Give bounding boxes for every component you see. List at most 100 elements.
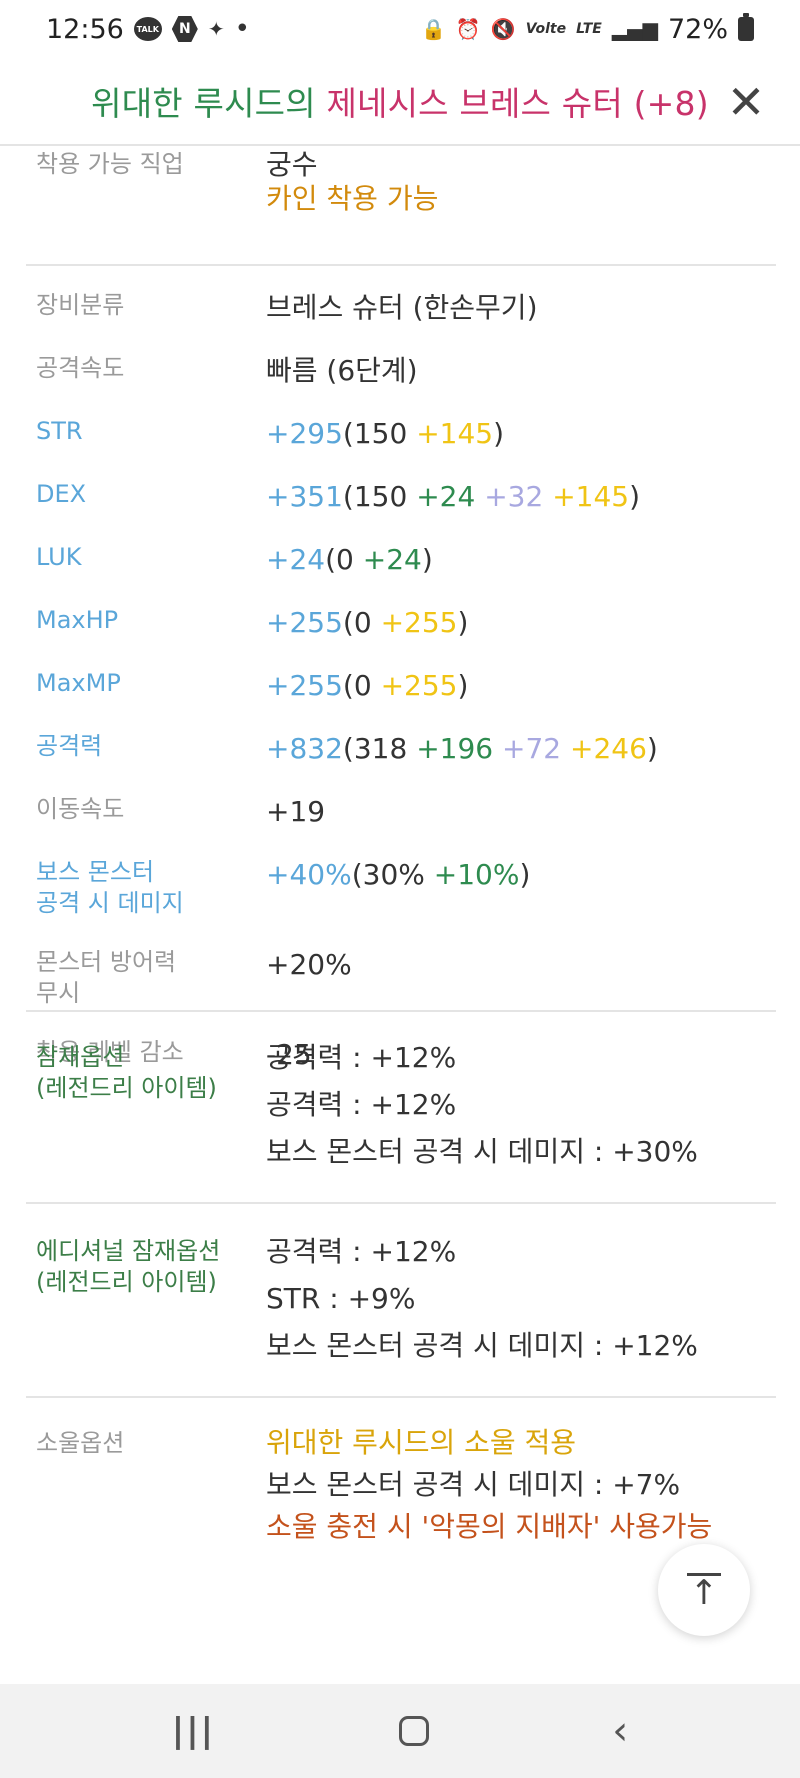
potential-line: 공격력 : +12%	[266, 1088, 457, 1121]
scroll-to-top-button[interactable]: ↑	[658, 1544, 750, 1636]
speed-label: 공격속도	[36, 354, 125, 382]
boss-close: )	[519, 858, 531, 891]
job-label: 착용 가능 직업	[36, 150, 184, 178]
level-reduce-label: 착용 레벨 감소	[36, 1038, 184, 1066]
atk-open: (	[342, 732, 354, 765]
str-label: STR	[36, 417, 83, 445]
boss-label-line2: 공격 시 데미지	[36, 889, 184, 917]
additional-label-line1: 에디셔널 잠재옵션	[36, 1237, 221, 1265]
maxmp-value: +255(0 +255)	[266, 668, 776, 704]
str-close: )	[493, 417, 505, 450]
maxmp-star: +255	[380, 669, 458, 702]
dex-add: +24	[416, 480, 476, 513]
boss-label: 보스 몬스터 공격 시 데미지	[26, 857, 266, 919]
dex-base: 150	[353, 480, 408, 513]
potential-line: 보스 몬스터 공격 시 데미지 : +30%	[266, 1135, 698, 1168]
title-prefix: 위대한 루시드의	[91, 84, 316, 123]
job-note: 카인 착용 가능	[266, 182, 439, 215]
maxhp-star: +255	[380, 606, 458, 639]
status-bar: 12:56 TALK N ✦ • 🔒 ⏰ 🔇 Volte LTE ▂▄▆ 72%	[0, 0, 800, 58]
str-total: +295	[266, 417, 343, 450]
atk-star: +246	[570, 732, 647, 765]
maxhp-open: (	[342, 606, 354, 639]
str-value: +295(150 +145)	[266, 416, 776, 452]
additional-line: STR : +9%	[266, 1282, 416, 1315]
volte-icon: Volte	[525, 21, 567, 37]
maxmp-open: (	[342, 669, 354, 702]
recent-apps-icon[interactable]: |||	[171, 1711, 216, 1751]
str-open: (	[342, 417, 354, 450]
job-value-block: 궁수 카인 착용 가능	[266, 148, 776, 216]
soul-lines: 위대한 루시드의 소울 적용 보스 몬스터 공격 시 데미지 : +7% 소울 …	[266, 1422, 776, 1548]
stat-row-level-reduce: 착용 레벨 감소 -25	[26, 1037, 776, 1100]
luk-base: 0	[336, 543, 354, 576]
atk-value: +832(318 +196 +72 +246)	[266, 731, 776, 767]
potential-row: 잠재옵션 (레전드리 아이템) 공격력 : +12% 공격력 : +12% 보스…	[26, 1041, 776, 1175]
battery-icon	[738, 13, 754, 41]
potential-lines: 공격력 : +12% 공격력 : +12% 보스 몬스터 공격 시 데미지 : …	[266, 1034, 776, 1175]
stat-row-move: 이동속도 +19	[26, 794, 776, 857]
battery-percent: 72%	[667, 13, 728, 45]
stat-row-category: 장비분류 브레스 슈터 (한손무기)	[26, 290, 776, 353]
dex-total: +351	[266, 480, 343, 513]
luk-add: +24	[362, 543, 422, 576]
star-notification-icon: ✦	[207, 17, 225, 41]
scroll-top-bar	[687, 1572, 721, 1576]
lock-icon: 🔒	[420, 17, 446, 41]
maxmp-base: 0	[353, 669, 372, 702]
soul-name: 위대한 루시드의 소울 적용	[266, 1426, 577, 1459]
additional-label-line2: (레전드리 아이템)	[36, 1268, 217, 1296]
job-section: 착용 가능 직업 궁수 카인 착용 가능	[26, 146, 776, 266]
close-icon[interactable]: ✕	[726, 75, 766, 129]
arrow-up-icon: ↑	[689, 1572, 719, 1613]
boss-label-line1: 보스 몬스터	[36, 858, 155, 886]
str-base: 150	[353, 417, 408, 450]
boss-base: 30%	[362, 858, 425, 891]
boss-total: +40%	[266, 858, 352, 891]
potential-line: 공격력 : +12%	[266, 1041, 457, 1074]
speed-value: 빠름 (6단계)	[266, 354, 418, 387]
luk-open: (	[325, 543, 337, 576]
dex-value: +351(150 +24 +32 +145)	[266, 479, 776, 515]
item-title: 위대한 루시드의 제네시스 브레스 슈터 (+8)	[91, 77, 709, 125]
home-button[interactable]	[398, 1716, 429, 1746]
dex-close: )	[629, 480, 641, 513]
maxhp-close: )	[457, 606, 469, 639]
title-bar: 위대한 루시드의 제네시스 브레스 슈터 (+8) ✕	[0, 58, 800, 146]
stat-row-boss: 보스 몬스터 공격 시 데미지 +40%(30% +10%)	[26, 857, 776, 947]
atk-label: 공격력	[36, 732, 103, 760]
additional-potential-section: 에디셔널 잠재옵션 (레전드리 아이템) 공격력 : +12% STR : +9…	[26, 1204, 776, 1398]
maxhp-total: +255	[266, 606, 343, 639]
kakaotalk-icon: TALK	[133, 17, 162, 41]
additional-label: 에디셔널 잠재옵션 (레전드리 아이템)	[26, 1236, 266, 1298]
stat-row-speed: 공격속도 빠름 (6단계)	[26, 353, 776, 416]
stat-row-luk: LUK +24(0 +24)	[26, 542, 776, 605]
dex-label: DEX	[36, 480, 87, 508]
additional-line: 보스 몬스터 공격 시 데미지 : +12%	[266, 1329, 698, 1362]
stats-section: 장비분류 브레스 슈터 (한손무기) 공격속도 빠름 (6단계) STR +29…	[26, 266, 776, 1071]
luk-close: )	[421, 543, 433, 576]
status-left: 12:56 TALK N ✦ •	[46, 14, 250, 45]
stat-row-maxhp: MaxHP +255(0 +255)	[26, 605, 776, 668]
job-row: 착용 가능 직업 궁수 카인 착용 가능	[26, 148, 776, 216]
additional-row: 에디셔널 잠재옵션 (레전드리 아이템) 공격력 : +12% STR : +9…	[26, 1235, 776, 1369]
stat-row-ignore-def: 몬스터 방어력 무시 +20%	[26, 947, 776, 1037]
navigation-bar: ||| ‹	[0, 1684, 800, 1778]
luk-total: +24	[266, 543, 326, 576]
move-label: 이동속도	[36, 795, 125, 823]
dex-star: +145	[552, 480, 630, 513]
back-icon[interactable]: ‹	[612, 1708, 629, 1754]
stat-row-str: STR +295(150 +145)	[26, 416, 776, 479]
luk-label: LUK	[36, 543, 82, 571]
move-value: +19	[266, 795, 326, 828]
maxhp-label: MaxHP	[36, 606, 119, 634]
potential-label-line1: 잠재옵션	[36, 1043, 125, 1071]
soul-section: 소울옵션 위대한 루시드의 소울 적용 보스 몬스터 공격 시 데미지 : +7…	[26, 1398, 776, 1548]
atk-base: 318	[353, 732, 408, 765]
additional-line: 공격력 : +12%	[266, 1235, 457, 1268]
potential-label: 잠재옵션 (레전드리 아이템)	[26, 1042, 266, 1104]
dex-scroll: +32	[484, 480, 544, 513]
boss-value: +40%(30% +10%)	[266, 857, 776, 893]
soul-skill: 소울 충전 시 '악몽의 지배자' 사용가능	[266, 1510, 713, 1543]
naver-icon: N	[171, 16, 198, 42]
